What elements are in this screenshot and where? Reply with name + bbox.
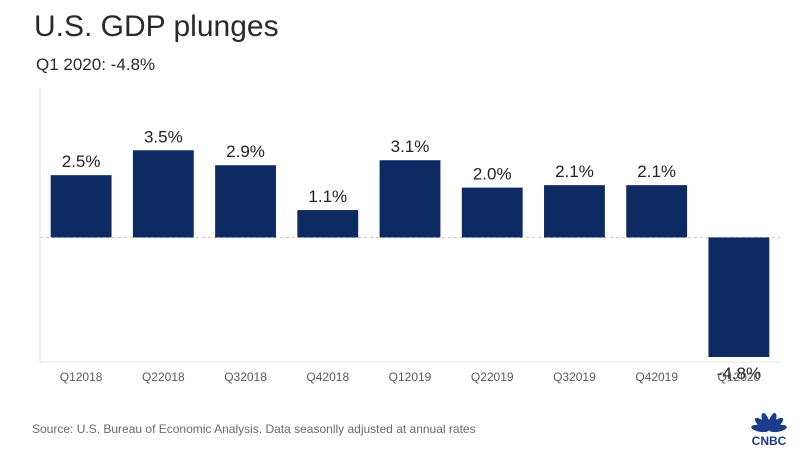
tick-label-Q32018: Q32018: [224, 370, 267, 384]
gdp-bar-chart: 2.5% Q12018 3.5% Q22018 2.9% Q32018 1.1% Q42018…: [39, 88, 780, 384]
data-label-Q42019: 2.1%: [637, 162, 676, 181]
cnbc-logo: CNBC: [751, 413, 787, 448]
source-note: Source: U.S. Bureau of Economic Analysis…: [32, 422, 476, 436]
data-label-Q22018: 3.5%: [144, 127, 183, 146]
logo-wordmark: CNBC: [752, 434, 787, 448]
tick-label-Q22019: Q22019: [471, 370, 514, 384]
bar-Q12018: [50, 175, 112, 238]
tick-label-Q22018: Q22018: [142, 370, 185, 384]
tick-label-Q12019: Q12019: [389, 370, 432, 384]
logo-feather: [768, 424, 787, 433]
bar-Q32019: [544, 185, 605, 238]
chart-subtitle: Q1 2020: -4.8%: [36, 55, 156, 74]
bar-Q22018: [132, 150, 194, 238]
logo-feather: [767, 413, 777, 431]
tick-label-Q32019: Q32019: [553, 370, 596, 384]
data-label-Q12018: 2.5%: [62, 152, 101, 171]
tick-label-Q12018: Q12018: [60, 370, 103, 384]
tick-label-Q12020: Q12020: [718, 370, 761, 384]
bar-Q42018: [297, 210, 359, 238]
data-label-Q12019: 3.1%: [391, 137, 430, 156]
tick-label-Q42018: Q42018: [306, 370, 349, 384]
data-label-Q32018: 2.9%: [226, 142, 265, 161]
data-label-Q12020: -4.8%: [717, 364, 761, 383]
chart-title: U.S. GDP plunges: [34, 10, 279, 43]
data-label-Q22019: 2.0%: [473, 165, 512, 184]
bar-Q42019: [626, 185, 688, 238]
data-label-Q32019: 2.1%: [555, 162, 594, 181]
tick-label-Q42019: Q42019: [635, 370, 678, 384]
data-label-Q42018: 1.1%: [308, 187, 347, 206]
bar-Q32018: [215, 165, 276, 238]
bar-Q12020: [708, 237, 770, 358]
bar-Q12019: [379, 160, 441, 238]
bar-Q22019: [461, 187, 523, 238]
peacock-icon: [751, 413, 787, 433]
